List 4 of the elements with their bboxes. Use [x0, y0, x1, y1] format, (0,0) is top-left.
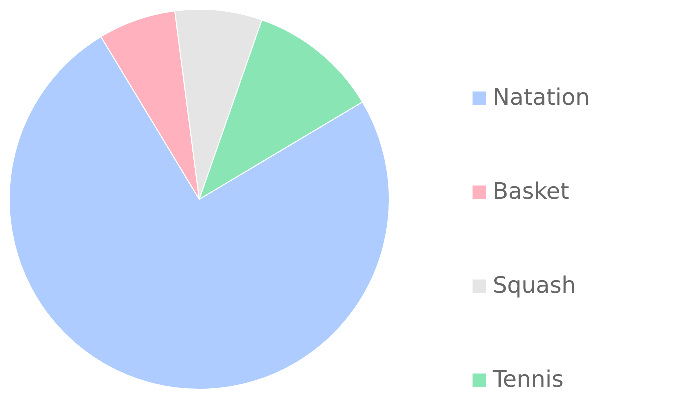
legend-label: Squash: [493, 273, 576, 299]
legend-label: Natation: [493, 85, 590, 111]
legend-label: Basket: [493, 179, 570, 205]
legend-label: Tennis: [493, 367, 564, 393]
